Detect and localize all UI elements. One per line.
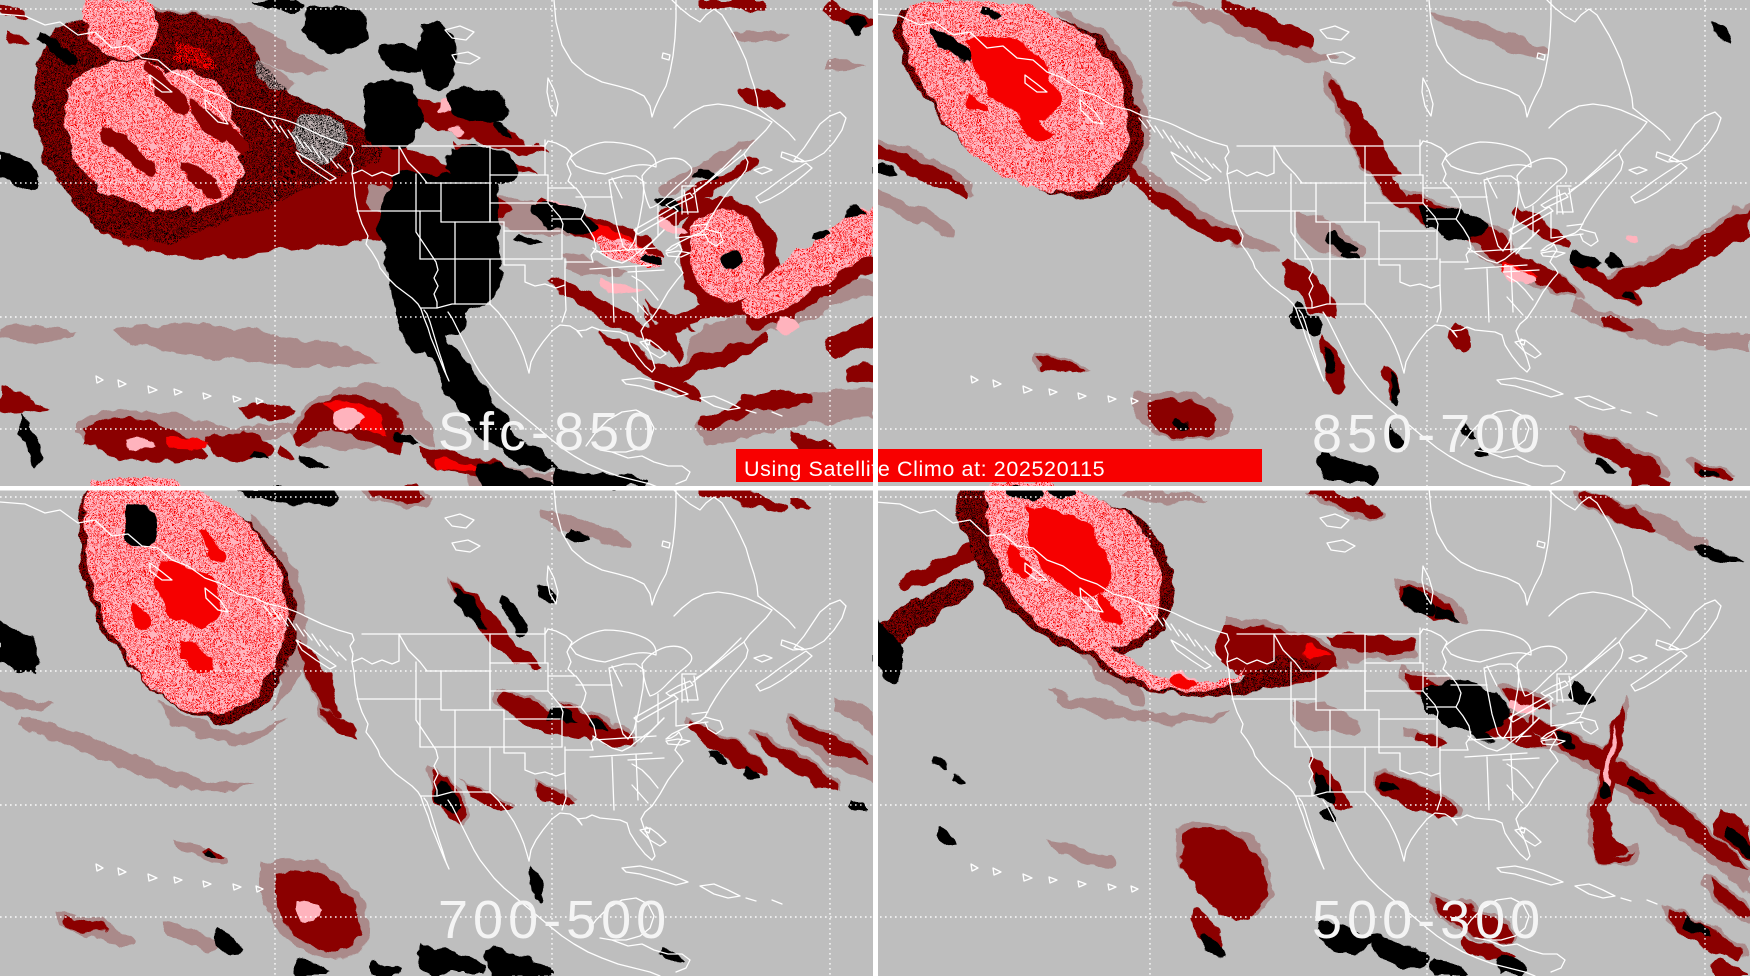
svg-text:500-300: 500-300	[1312, 890, 1545, 950]
svg-text:Using Satellite Climo at: 2025: Using Satellite Climo at: 202520115	[744, 457, 1105, 481]
svg-text:Sfc-850: Sfc-850	[438, 402, 659, 462]
svg-text:700-500: 700-500	[438, 890, 671, 950]
svg-text:850-700: 850-700	[1312, 404, 1545, 464]
